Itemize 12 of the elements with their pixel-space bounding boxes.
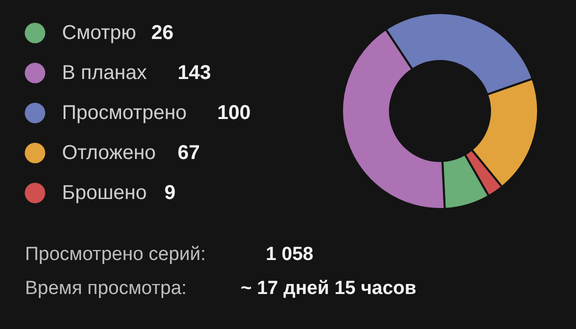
data-label: 100 [217, 102, 251, 124]
legend-label: Просмотрено [62, 102, 187, 124]
data-label: 143 [178, 62, 211, 84]
text: Просмотрено серий: 1 058 [25, 244, 314, 265]
legend-label: Отложено [62, 142, 156, 164]
data-label: 9 [164, 182, 176, 204]
text: Время просмотра: ~ 17 дней 15 часов [25, 278, 416, 299]
legend-label: Смотрю [62, 22, 136, 44]
data-label: 67 [178, 142, 200, 164]
legend-label: В планах [62, 62, 147, 84]
data-label: 26 [151, 22, 174, 44]
legend-label: Брошено [62, 182, 147, 204]
